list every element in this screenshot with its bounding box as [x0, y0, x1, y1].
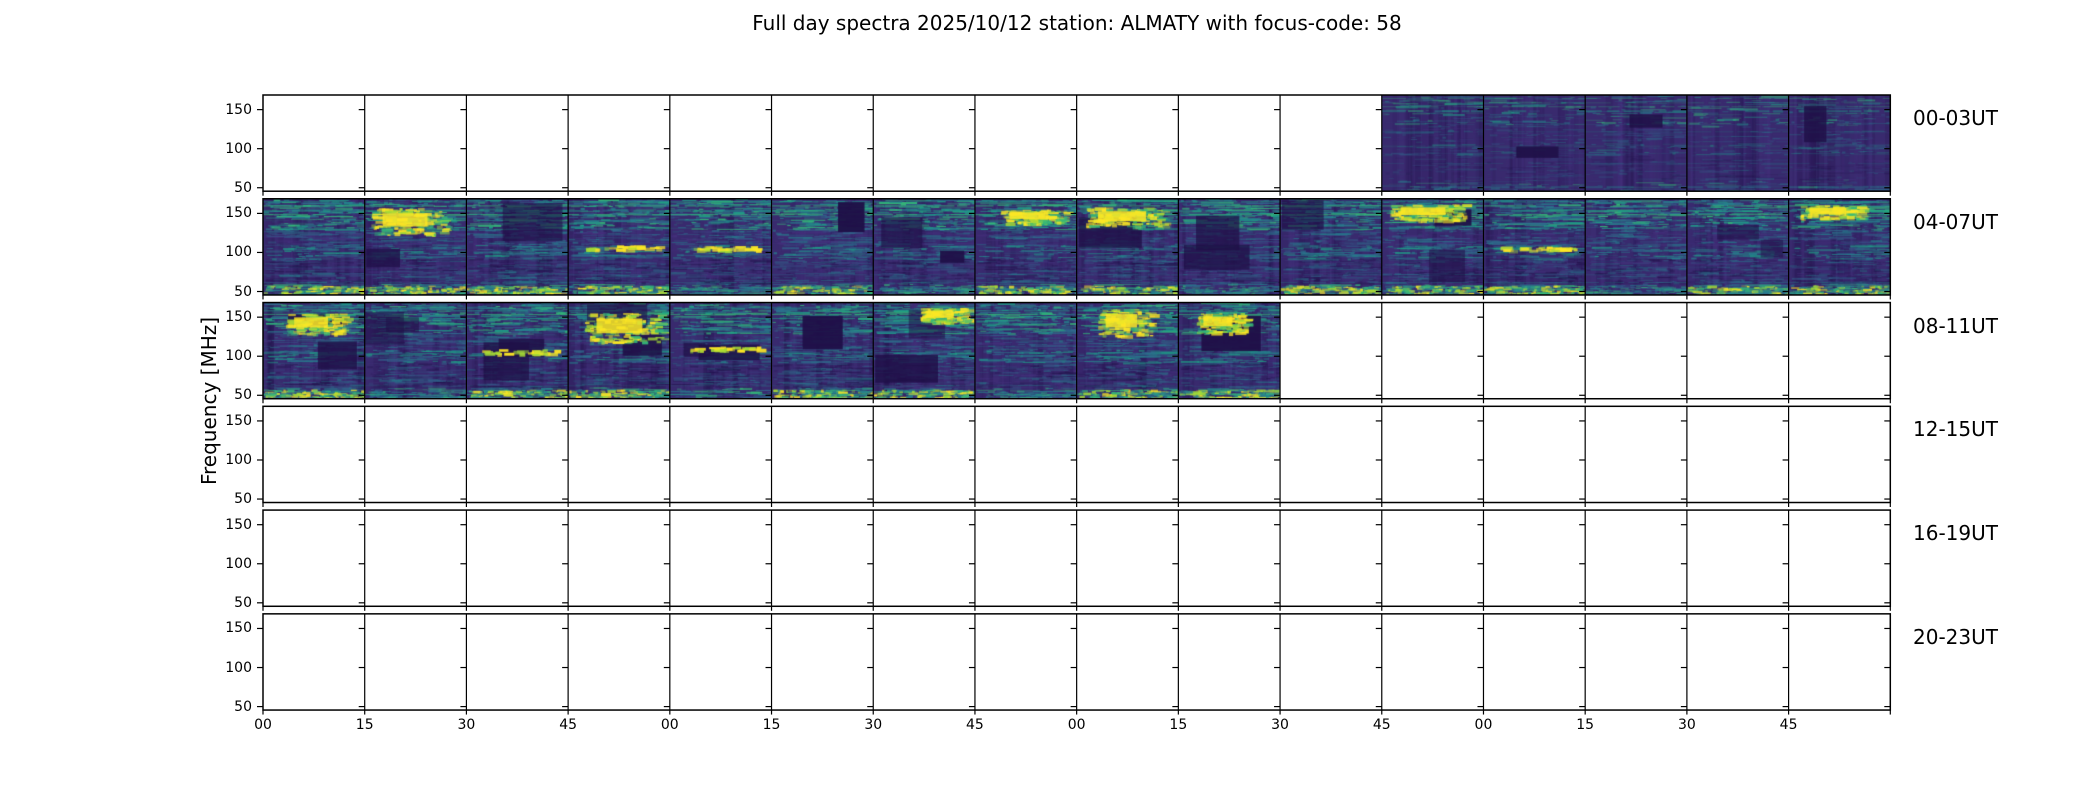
x-tick-label: 15 — [1576, 717, 1595, 733]
x-tick-label: 00 — [1067, 717, 1086, 733]
row-label: 08-11UT — [1913, 313, 1998, 338]
y-tick-label: 150 — [225, 101, 252, 118]
y-tick-label: 50 — [234, 283, 252, 300]
x-tick-label: 00 — [254, 717, 272, 733]
y-tick-label: 150 — [225, 205, 252, 222]
x-tick-label: 15 — [355, 717, 374, 733]
figure-title: Full day spectra 2025/10/12 station: ALM… — [752, 11, 1402, 35]
row-label: 20-23UT — [1913, 624, 1998, 649]
spectrogram-canvas — [263, 198, 1891, 295]
x-tick-label: 30 — [864, 717, 883, 733]
x-tick-label: 15 — [1169, 717, 1188, 733]
y-tick-label: 150 — [225, 516, 252, 533]
row-label: 04-07UT — [1913, 209, 1998, 234]
y-tick-label: 100 — [225, 451, 252, 468]
x-tick-label: 15 — [762, 717, 781, 733]
x-tick-label: 45 — [1779, 717, 1798, 733]
row-label: 12-15UT — [1913, 417, 1998, 442]
x-tick-label: 30 — [1677, 717, 1696, 733]
x-tick-label: 00 — [1474, 717, 1493, 733]
y-tick-label: 50 — [234, 179, 252, 196]
x-tick-label: 30 — [457, 717, 476, 733]
y-tick-label: 150 — [225, 620, 252, 637]
spectrogram-canvas — [263, 302, 1281, 399]
y-tick-label: 50 — [234, 387, 252, 404]
x-tick-label: 45 — [559, 717, 578, 733]
y-tick-label: 50 — [234, 491, 252, 508]
y-tick-label: 100 — [225, 659, 252, 676]
y-tick-label: 150 — [225, 309, 252, 326]
y-tick-label: 100 — [225, 348, 252, 365]
x-tick-label: 45 — [1372, 717, 1391, 733]
spectrogram-canvas — [1381, 95, 1891, 192]
row-label: 16-19UT — [1913, 521, 1998, 546]
x-tick-label: 30 — [1271, 717, 1289, 733]
y-tick-label: 100 — [225, 140, 252, 157]
x-tick-label: 00 — [660, 717, 679, 733]
y-tick-label: 100 — [225, 244, 252, 261]
x-tick-label: 45 — [966, 717, 984, 733]
row-label: 00-03UT — [1913, 106, 1998, 130]
y-tick-label: 50 — [234, 594, 252, 611]
y-tick-label: 50 — [234, 698, 252, 715]
y-tick-label: 150 — [225, 412, 252, 429]
y-tick-label: 100 — [225, 555, 252, 572]
